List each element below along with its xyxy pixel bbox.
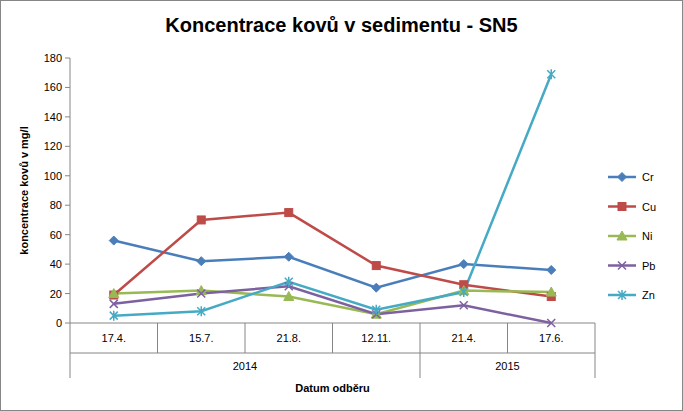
y-tick-label: 100 xyxy=(44,170,62,182)
y-tick xyxy=(65,323,70,324)
x-tick-label: 17.6. xyxy=(539,332,563,344)
y-tick xyxy=(65,58,70,59)
x-tick-label: 21.8. xyxy=(277,332,301,344)
series-marker xyxy=(459,260,468,269)
series-marker xyxy=(284,292,294,301)
series-marker xyxy=(197,216,205,224)
series-marker xyxy=(460,287,468,297)
series-marker xyxy=(547,69,555,79)
legend-marker xyxy=(618,290,626,300)
series-marker xyxy=(109,289,119,298)
plot-area xyxy=(109,69,557,327)
y-tick-label: 120 xyxy=(44,140,62,152)
series-line xyxy=(114,241,552,288)
y-tick-label: 160 xyxy=(44,81,62,93)
y-tick xyxy=(65,293,70,294)
series-marker xyxy=(197,257,206,266)
y-tick xyxy=(65,116,70,117)
y-tick xyxy=(65,234,70,235)
legend-label: Ni xyxy=(642,230,652,242)
y-tick-label: 0 xyxy=(56,317,62,329)
series-marker xyxy=(372,283,381,292)
y-tick xyxy=(65,175,70,176)
x-group-label: 2014 xyxy=(233,360,257,372)
series-marker xyxy=(547,319,555,327)
y-axis-label: koncentrace kovů v mg/l xyxy=(18,126,30,254)
chart: Koncentrace kovů v sedimentu - SN5 koncen… xyxy=(0,0,683,411)
x-category-separator xyxy=(245,323,246,353)
series-marker xyxy=(109,236,118,245)
legend: Cr Cu Ni Pb Zn xyxy=(608,171,656,301)
y-tick xyxy=(65,146,70,147)
x-category-separator xyxy=(507,323,508,353)
series-marker xyxy=(372,305,380,315)
x-tick-label: 17.4. xyxy=(102,332,126,344)
x-group-label: 2015 xyxy=(495,360,519,372)
series-marker xyxy=(460,301,468,309)
y-tick-label: 80 xyxy=(50,199,62,211)
legend-label: Cr xyxy=(642,171,654,183)
x-category-separator xyxy=(70,323,71,378)
legend-label: Pb xyxy=(642,260,655,272)
legend-label: Cu xyxy=(642,201,656,213)
series-marker xyxy=(372,262,380,270)
x-category-separator xyxy=(332,323,333,353)
x-category-separator xyxy=(595,323,596,378)
legend-marker xyxy=(618,203,626,211)
series-marker xyxy=(197,306,205,316)
y-tick xyxy=(65,87,70,88)
series-marker xyxy=(110,300,118,308)
y-tick xyxy=(65,205,70,206)
x-category-separator xyxy=(420,323,421,378)
series-marker xyxy=(284,252,293,261)
x-tick-label: 12.11. xyxy=(361,332,391,344)
legend-label: Zn xyxy=(642,289,655,301)
series-marker xyxy=(546,287,556,296)
title: Koncentrace kovů v sedimentu - SN5 xyxy=(165,14,517,36)
series-marker xyxy=(197,290,205,298)
y-tick xyxy=(65,264,70,265)
y-tick-label: 180 xyxy=(44,52,62,64)
series-line xyxy=(114,286,552,323)
series-line xyxy=(114,74,552,315)
y-tick-label: 140 xyxy=(44,111,62,123)
x-tick-label: 15.7. xyxy=(189,332,213,344)
series-marker xyxy=(285,209,293,217)
series-marker xyxy=(110,311,118,321)
y-tick-label: 20 xyxy=(50,288,62,300)
x-group-line xyxy=(70,353,595,354)
x-category-separator xyxy=(157,323,158,353)
legend-marker xyxy=(618,262,626,270)
series-line xyxy=(114,213,552,297)
series-marker xyxy=(547,266,556,275)
y-tick-label: 60 xyxy=(50,229,62,241)
y-axis-line xyxy=(70,58,71,323)
x-axis-label: Datum odběru xyxy=(295,382,370,394)
chart-border xyxy=(1,1,683,411)
y-tick-label: 40 xyxy=(50,258,62,270)
x-tick-label: 21.4. xyxy=(452,332,476,344)
legend-marker xyxy=(617,231,627,240)
legend-marker xyxy=(618,173,627,182)
series-marker xyxy=(285,277,293,287)
